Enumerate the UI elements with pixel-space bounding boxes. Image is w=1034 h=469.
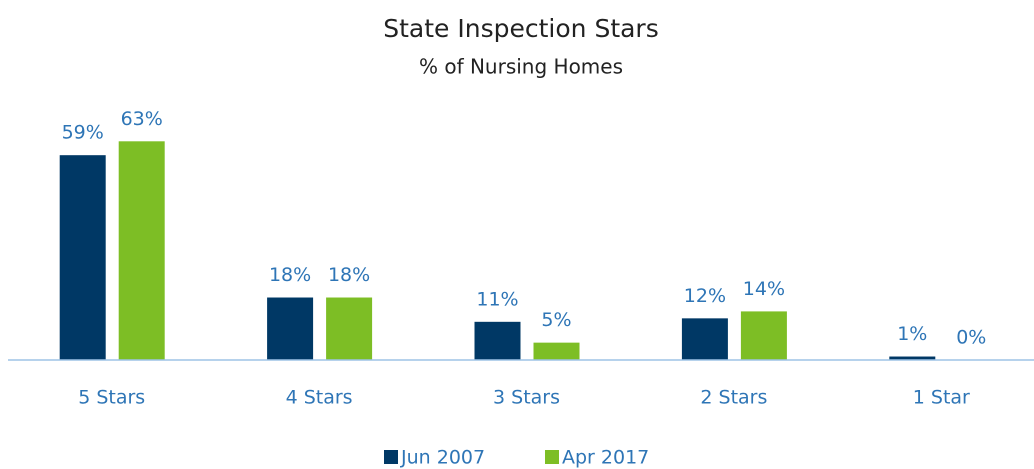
bar: [267, 297, 314, 360]
chart-subtitle: % of Nursing Homes: [419, 55, 623, 79]
x-tick-label: 3 Stars: [493, 387, 560, 409]
data-label: 0%: [956, 327, 986, 349]
x-tick-label: 2 Stars: [700, 387, 767, 409]
chart-title: State Inspection Stars: [383, 14, 659, 43]
bar: [889, 356, 936, 360]
data-label: 63%: [121, 108, 163, 130]
bar: [681, 318, 728, 360]
bar: [59, 155, 106, 360]
x-tick-label: 4 Stars: [286, 387, 353, 409]
bar: [118, 141, 165, 360]
x-tick-label: 5 Stars: [78, 387, 145, 409]
legend-swatch: [384, 450, 398, 464]
data-label: 18%: [328, 264, 370, 286]
data-label: 12%: [684, 285, 726, 307]
data-label: 18%: [269, 264, 311, 286]
legend-swatch: [545, 450, 559, 464]
bar: [740, 311, 787, 360]
legend-label: Jun 2007: [400, 447, 485, 469]
legend-label: Apr 2017: [562, 447, 649, 469]
data-label: 1%: [897, 323, 927, 345]
data-label: 5%: [541, 309, 571, 331]
bar: [326, 297, 373, 360]
bar: [533, 342, 580, 360]
bar: [474, 321, 521, 360]
data-label: 11%: [476, 288, 518, 310]
data-label: 59%: [62, 122, 104, 144]
data-label: 14%: [743, 278, 785, 300]
x-tick-label: 1 Star: [913, 387, 970, 409]
